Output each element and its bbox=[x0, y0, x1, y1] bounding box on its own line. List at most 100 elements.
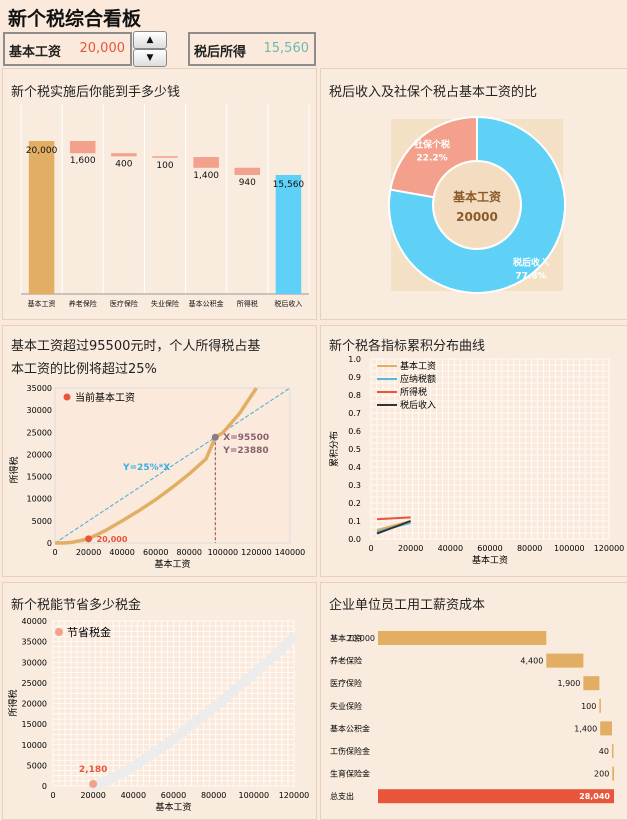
waterfall-data-label: 100 bbox=[156, 161, 173, 171]
savings-x-tick: 120000 bbox=[279, 791, 310, 800]
savings-scatter-point bbox=[288, 633, 299, 644]
after-tax-box: 税后所得 15,560 bbox=[188, 32, 316, 66]
after-tax-label: 税后所得 bbox=[194, 45, 247, 60]
tax-ratio-x-tick: 60000 bbox=[143, 548, 168, 557]
salary-input-box[interactable]: 基本工资 20,000 bbox=[3, 32, 132, 66]
waterfall-data-label: 400 bbox=[115, 159, 132, 169]
savings-y-tick: 25000 bbox=[22, 679, 47, 688]
savings-y-tick: 20000 bbox=[22, 700, 47, 709]
tax-curve-line bbox=[55, 387, 258, 545]
current-salary-point bbox=[85, 535, 93, 543]
salary-label: 基本工资 bbox=[9, 45, 62, 60]
cumulative-x-label: 基本工资 bbox=[472, 554, 508, 566]
cumulative-series-line bbox=[376, 516, 411, 521]
salary-value[interactable]: 20,000 bbox=[79, 41, 126, 56]
intersection-label-y: Y=23880 bbox=[222, 446, 268, 456]
cumulative-y-tick: 0.6 bbox=[348, 427, 361, 436]
savings-y-tick: 0 bbox=[42, 782, 47, 791]
waterfall-data-label: 1,600 bbox=[70, 156, 96, 166]
tax-ratio-x-tick: 20000 bbox=[76, 548, 101, 557]
tax-ratio-y-tick: 5000 bbox=[32, 517, 52, 526]
waterfall-bar bbox=[152, 156, 178, 158]
current-salary-label: 20,000 bbox=[97, 535, 128, 544]
donut-slice bbox=[388, 115, 566, 294]
waterfall-tick-label: 失业保险 bbox=[151, 299, 179, 308]
waterfall-data-label: 20,000 bbox=[26, 146, 58, 156]
tax-ratio-y-tick: 25000 bbox=[27, 428, 52, 437]
after-tax-value: 15,560 bbox=[263, 41, 310, 56]
waterfall-tick-label: 基本公积金 bbox=[189, 299, 224, 308]
cumulative-x-tick: 120000 bbox=[594, 544, 625, 553]
cumulative-y-tick: 0.7 bbox=[348, 409, 361, 418]
cumulative-x-tick: 40000 bbox=[438, 544, 463, 553]
tax-ratio-x-tick: 120000 bbox=[241, 548, 272, 557]
dashboard-title: 新个税综合看板 bbox=[8, 8, 142, 30]
cost-category-label: 基本公积金 bbox=[330, 723, 370, 733]
cumulative-y-tick: 1.0 bbox=[348, 355, 361, 364]
cost-category-label: 失业保险 bbox=[330, 701, 362, 711]
waterfall-bar bbox=[111, 153, 137, 157]
cost-category-label: 总支出 bbox=[330, 791, 354, 801]
intersection-point bbox=[211, 433, 219, 441]
cumulative-legend-label: 应纳税额 bbox=[400, 373, 436, 385]
waterfall-data-label: 1,400 bbox=[193, 171, 219, 181]
legend-label: 当前基本工资 bbox=[75, 391, 135, 404]
donut-slice-percent: 77.8% bbox=[515, 271, 546, 281]
savings-x-tick: 60000 bbox=[161, 791, 186, 800]
savings-x-tick: 40000 bbox=[121, 791, 146, 800]
cumulative-y-tick: 0.0 bbox=[348, 535, 361, 544]
donut-slice-name: 税后收入 bbox=[513, 256, 549, 268]
savings-y-tick: 5000 bbox=[27, 761, 47, 770]
legend-marker bbox=[63, 393, 71, 401]
waterfall-tick-label: 养老保险 bbox=[69, 299, 97, 308]
savings-x-tick: 0 bbox=[50, 791, 55, 800]
cost-category-label: 医疗保险 bbox=[330, 678, 362, 688]
waterfall-tick-label: 税后收入 bbox=[274, 299, 302, 308]
donut-slice-name: 社保个税 bbox=[413, 138, 450, 150]
cumulative-y-tick: 0.9 bbox=[348, 373, 361, 382]
cost-data-label: 40 bbox=[599, 747, 609, 756]
donut-center-label: 基本工资 bbox=[452, 189, 501, 204]
cost-title: 企业单位员工用工薪资成本 bbox=[329, 598, 486, 613]
tax-ratio-line bbox=[54, 387, 291, 544]
savings-legend-marker bbox=[55, 628, 63, 636]
tax-ratio-y-tick: 10000 bbox=[27, 495, 52, 504]
tax-ratio-y-tick: 15000 bbox=[27, 473, 52, 482]
cumulative-legend-label: 税后收入 bbox=[400, 399, 436, 411]
donut-hole bbox=[435, 163, 519, 247]
cumulative-y-tick: 0.1 bbox=[348, 517, 361, 526]
cumulative-series-line bbox=[376, 520, 412, 535]
cumulative-y-tick: 0.4 bbox=[348, 463, 361, 472]
donut-slice-percent: 22.2% bbox=[416, 153, 447, 163]
cumulative-x-tick: 60000 bbox=[477, 544, 502, 553]
intersection-label-x: X=95500 bbox=[223, 433, 269, 443]
waterfall-bar bbox=[193, 157, 219, 168]
cost-bar bbox=[611, 744, 614, 758]
waterfall-bar bbox=[28, 141, 55, 294]
salary-increase-button[interactable]: ▲ bbox=[133, 31, 167, 49]
cost-bar bbox=[378, 789, 614, 804]
cumulative-y-tick: 0.3 bbox=[348, 481, 361, 490]
cumulative-y-tick: 0.2 bbox=[348, 499, 361, 508]
cost-bar bbox=[599, 698, 601, 713]
cost-panel: 企业单位员工用工薪资成本 基本工资 20,000 养老保险 4,400 医疗保险 1,90… bbox=[320, 582, 627, 820]
salary-decrease-button[interactable]: ▼ bbox=[133, 49, 167, 67]
tax-ratio-panel: 基本工资超过95500元时，个人所得税占基 本工资的比例将超过25% 0 5000… bbox=[2, 325, 317, 577]
cost-bar bbox=[583, 676, 600, 691]
tax-ratio-y-tick: 35000 bbox=[27, 384, 52, 393]
cost-category-label: 基本工资 bbox=[330, 633, 362, 643]
cost-bar bbox=[612, 766, 614, 781]
cost-data-label: 20,000 bbox=[347, 634, 375, 643]
waterfall-bar bbox=[69, 141, 96, 154]
donut-center-value: 20000 bbox=[456, 210, 498, 224]
cumulative-y-label: 累积分布 bbox=[328, 431, 340, 467]
waterfall-bar bbox=[234, 167, 261, 175]
tax-ratio-y-tick: 0 bbox=[47, 539, 52, 548]
cost-data-label: 28,040 bbox=[579, 792, 610, 801]
donut-title: 税后收入及社保个税占基本工资的比 bbox=[329, 85, 538, 100]
savings-y-tick: 35000 bbox=[22, 638, 47, 647]
savings-x-tick: 80000 bbox=[201, 791, 226, 800]
cost-data-label: 100 bbox=[581, 702, 596, 711]
waterfall-title: 新个税实施后你能到手多少钱 bbox=[11, 85, 181, 100]
savings-chart: 0 5000 10000 15000 20000 25000 30000 35000 40000… bbox=[7, 617, 310, 813]
